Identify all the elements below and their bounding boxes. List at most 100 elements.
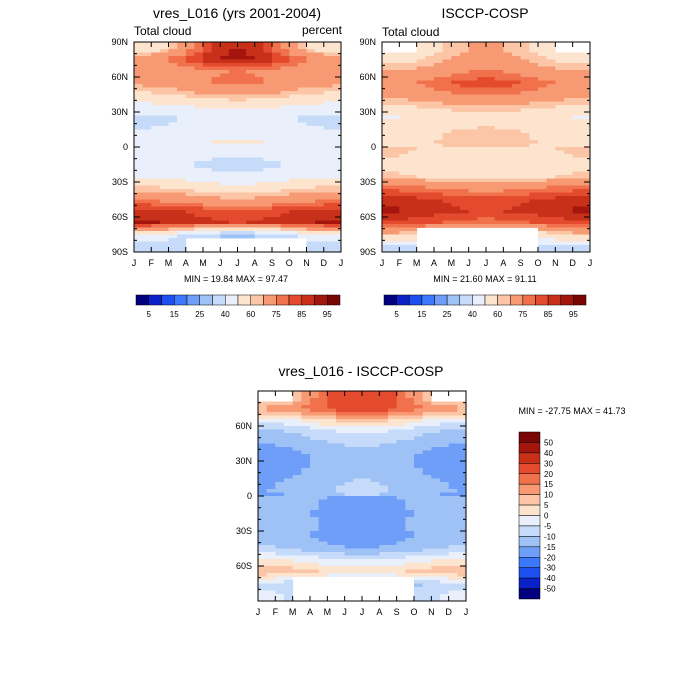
contour-cell (362, 433, 372, 437)
contour-cell (486, 77, 496, 81)
contour-cell (390, 94, 400, 99)
contour-cell (399, 206, 409, 211)
contour-cell (203, 157, 213, 162)
contour-cell (263, 147, 273, 151)
contour-cell (362, 517, 372, 521)
contour-cell (538, 80, 548, 85)
contour-cell (581, 227, 591, 232)
contour-cell (546, 175, 556, 179)
contour-cell (280, 77, 290, 81)
panel-model-title: vres_L016 (yrs 2001-2004) (153, 5, 321, 21)
contour-cell (220, 168, 230, 172)
contour-cell (318, 534, 328, 539)
contour-cell (362, 464, 372, 469)
contour-cell (468, 66, 478, 71)
contour-cell (292, 429, 302, 434)
contour-cell (185, 213, 195, 218)
contour-cell (310, 552, 320, 556)
contour-cell (228, 70, 238, 74)
contour-cell (292, 552, 302, 556)
contour-cell (477, 59, 487, 64)
contour-cell (220, 140, 230, 144)
contour-cell (297, 178, 307, 183)
contour-cell (228, 133, 238, 137)
contour-cell (297, 182, 307, 186)
contour-cell (546, 147, 556, 151)
contour-cell (327, 426, 337, 430)
contour-cell (399, 70, 409, 74)
contour-cell (422, 583, 432, 588)
contour-cell (292, 562, 302, 567)
contour-cell (434, 108, 444, 113)
contour-cell (220, 178, 230, 183)
contour-cell (512, 217, 522, 221)
contour-cell (237, 101, 247, 106)
contour-cell (512, 154, 522, 158)
contour-cell (494, 224, 504, 228)
colorbar-swatch (518, 588, 541, 600)
contour-cell (211, 168, 221, 172)
contour-cell (263, 66, 273, 71)
contour-cell (336, 552, 346, 556)
contour-cell (297, 77, 307, 81)
contour-cell (440, 440, 450, 444)
contour-cell (442, 192, 452, 197)
contour-cell (211, 73, 221, 78)
contour-cell (422, 450, 432, 455)
x-tick-label: J (342, 607, 347, 617)
panel-model-right-label: percent (302, 23, 343, 37)
contour-cell (538, 73, 548, 78)
contour-cell (323, 227, 333, 232)
contour-cell (564, 245, 574, 249)
contour-cell (177, 98, 187, 102)
contour-cell (416, 143, 426, 148)
contour-cell (246, 98, 256, 102)
contour-cell (266, 548, 276, 553)
contour-cell (301, 506, 311, 511)
contour-cell (512, 49, 522, 53)
contour-cell (457, 597, 467, 602)
contour-cell (315, 147, 325, 151)
contour-cell (275, 566, 285, 570)
contour-cell (211, 203, 221, 207)
contour-cell (315, 224, 325, 228)
contour-cell (284, 538, 294, 542)
contour-cell (564, 241, 574, 246)
contour-cell (564, 73, 574, 78)
contour-cell (390, 224, 400, 228)
contour-cell (494, 87, 504, 92)
contour-cell (414, 415, 424, 420)
contour-cell (301, 464, 311, 469)
contour-cell (134, 206, 144, 211)
contour-cell (362, 531, 372, 535)
contour-cell (220, 59, 230, 64)
contour-cell (289, 206, 299, 211)
contour-cell (442, 56, 452, 60)
contour-cell (382, 108, 392, 113)
contour-cell (434, 220, 444, 225)
contour-cell (142, 203, 152, 207)
contour-cell (546, 77, 556, 81)
contour-cell (529, 56, 539, 60)
contour-cell (211, 234, 221, 239)
contour-cell (211, 147, 221, 151)
contour-cell (414, 524, 424, 528)
contour-cell (440, 517, 450, 521)
contour-cell (546, 80, 556, 85)
contour-cell (440, 471, 450, 476)
contour-cell (414, 492, 424, 497)
contour-cell (451, 136, 461, 141)
contour-cell (220, 136, 230, 141)
contour-cell (512, 80, 522, 85)
contour-cell (388, 482, 398, 486)
contour-cell (168, 234, 178, 239)
contour-cell (546, 73, 556, 78)
contour-cell (353, 482, 363, 486)
colorbar-label: -40 (544, 574, 556, 583)
contour-cell (315, 136, 325, 141)
contour-cell (246, 87, 256, 92)
contour-cell (177, 63, 187, 67)
contour-cell (460, 154, 470, 158)
contour-cell (405, 457, 415, 462)
contour-cell (503, 164, 513, 169)
